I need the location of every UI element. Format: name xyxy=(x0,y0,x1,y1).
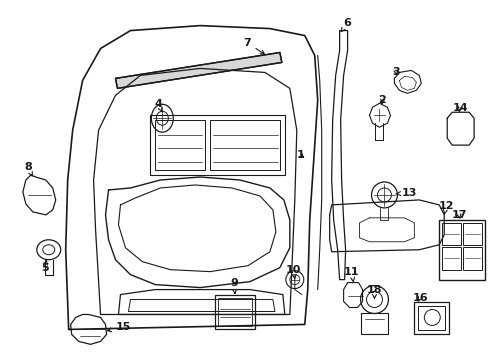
Text: 7: 7 xyxy=(243,37,264,54)
Bar xyxy=(360,314,387,334)
Bar xyxy=(462,223,481,245)
Bar xyxy=(215,294,254,329)
Text: 10: 10 xyxy=(285,265,301,278)
Text: 14: 14 xyxy=(451,103,467,113)
Text: 9: 9 xyxy=(230,278,238,293)
Bar xyxy=(218,298,251,327)
Text: 1: 1 xyxy=(296,150,304,160)
Bar xyxy=(441,223,460,245)
Text: 12: 12 xyxy=(438,201,453,214)
Text: 6: 6 xyxy=(341,18,351,32)
Bar xyxy=(438,220,484,280)
Text: 3: 3 xyxy=(392,67,399,77)
Text: 13: 13 xyxy=(395,188,416,198)
Text: 17: 17 xyxy=(450,210,466,220)
Text: 16: 16 xyxy=(411,293,427,302)
Bar xyxy=(155,120,205,170)
Text: 4: 4 xyxy=(154,99,162,112)
Text: 18: 18 xyxy=(366,284,382,298)
Bar xyxy=(462,247,481,270)
Bar xyxy=(441,247,460,270)
Bar xyxy=(417,306,444,330)
Text: 11: 11 xyxy=(343,267,359,282)
Bar xyxy=(210,120,279,170)
Polygon shape xyxy=(115,53,281,88)
Text: 5: 5 xyxy=(41,260,48,273)
Text: 15: 15 xyxy=(107,323,131,332)
Text: 8: 8 xyxy=(24,162,32,176)
Text: 2: 2 xyxy=(378,95,386,105)
Bar xyxy=(413,302,448,334)
